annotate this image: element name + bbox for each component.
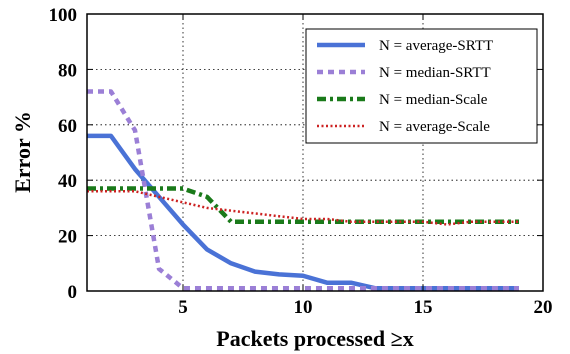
- x-tick-label: 15: [414, 297, 433, 318]
- y-tick-label: 20: [58, 227, 77, 248]
- x-tick-label: 20: [534, 297, 553, 318]
- series-line-3: [87, 190, 519, 226]
- y-tick-label: 0: [68, 282, 78, 303]
- legend-label-2: N = median-Scale: [379, 92, 488, 108]
- series-line-2: [87, 186, 519, 224]
- series-layer: [87, 89, 519, 291]
- x-axis-label: Packets processed ≥x: [216, 326, 413, 351]
- legend-label-0: N = average-SRTT: [379, 38, 493, 54]
- legend-label-1: N = median-SRTT: [379, 65, 491, 81]
- tick-labels: 5 10 15 20 0 20 40 60 80 100: [49, 5, 553, 318]
- plot-frame: [86, 13, 544, 292]
- y-tick-label: 40: [58, 171, 77, 192]
- series-line-1: [87, 89, 519, 291]
- y-tick-label: 60: [58, 116, 77, 137]
- legend-box: [305, 28, 538, 144]
- y-tick-label: 100: [49, 5, 78, 26]
- legend-label-3: N = average-Scale: [379, 119, 490, 135]
- legend: N = average-SRTT N = median-SRTT N = media…: [305, 28, 538, 144]
- y-tick-label: 80: [58, 60, 77, 81]
- x-tick-label: 10: [294, 297, 313, 318]
- y-axis-label: Error %: [10, 111, 35, 193]
- ticks: [87, 13, 544, 292]
- x-tick-label: 5: [178, 297, 188, 318]
